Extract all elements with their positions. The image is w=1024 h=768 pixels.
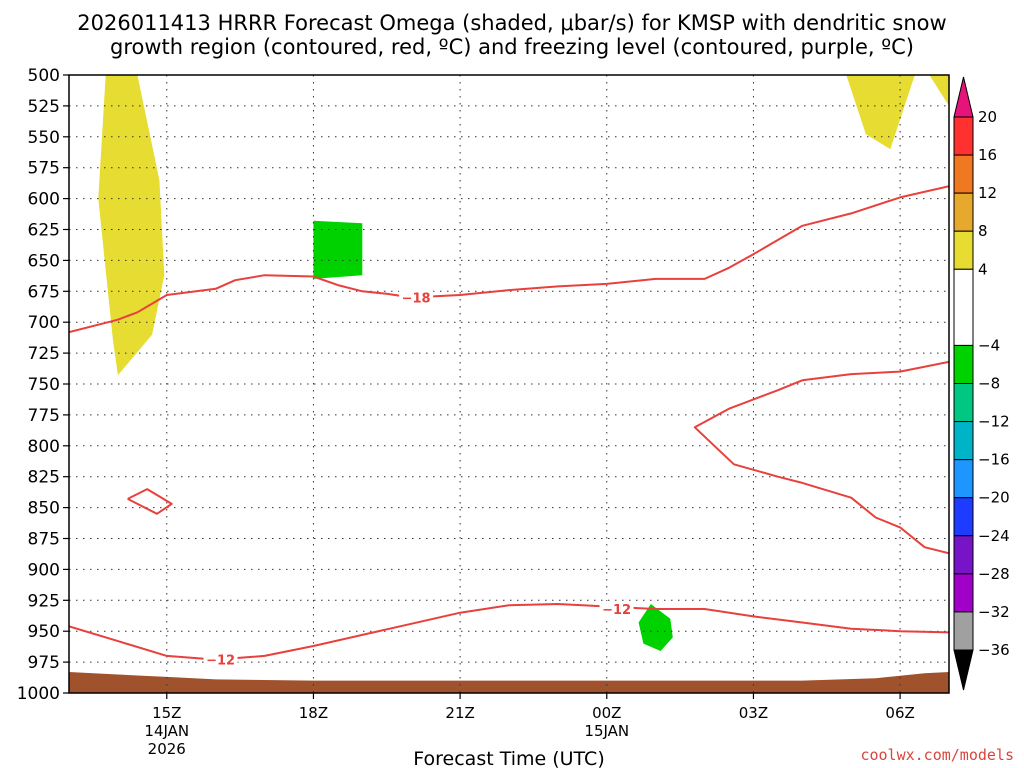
- colorbar-band-12: [953, 611, 974, 651]
- colorbar-bottom-arrow: [953, 649, 974, 691]
- omega-region-4: [638, 604, 673, 651]
- y-tick-label: 500: [28, 66, 60, 86]
- y-tick-label: 650: [28, 251, 60, 271]
- colorbar: 20 16 12 8 4 −4 −8 −12 −16 −20 −24 −28 −32 −36: [953, 76, 1010, 691]
- omega-region-1: [846, 75, 915, 150]
- x-tick-label: 00Z: [592, 704, 621, 722]
- y-tick-label: 925: [28, 591, 60, 611]
- contour-line-1: [693, 360, 949, 555]
- colorbar-band-5: [953, 344, 974, 384]
- colorbar-band-4: [953, 268, 974, 346]
- x-tick-year: 2026: [148, 740, 186, 758]
- x-tick-date: 15JAN: [584, 722, 629, 740]
- y-tick-label: 575: [28, 159, 60, 179]
- y-tick-label: 725: [28, 344, 60, 364]
- contour-label: −12: [602, 603, 631, 618]
- colorbar-band-2: [953, 192, 974, 232]
- y-tick-label: 800: [28, 437, 60, 457]
- contour-label: −12: [206, 654, 235, 669]
- colorbar-band-6: [953, 383, 974, 423]
- colorbar-band-1: [953, 154, 974, 194]
- terrain-fill: [69, 672, 949, 693]
- y-tick-label: 600: [28, 190, 60, 210]
- credit-text: coolwx.com/models: [860, 746, 1014, 764]
- colorbar-band-8: [953, 459, 974, 499]
- colorbar-tick-label: 12: [978, 184, 997, 202]
- colorbar-band-10: [953, 535, 974, 575]
- y-tick-label: 950: [28, 622, 60, 642]
- colorbar-tick-label: −24: [978, 527, 1010, 545]
- colorbar-tick-label: 20: [978, 108, 997, 126]
- colorbar-band-11: [953, 573, 974, 613]
- y-tick-label: 975: [28, 653, 60, 673]
- chart-title-line1: 2026011413 HRRR Forecast Omega (shaded, …: [77, 11, 946, 35]
- colorbar-tick-label: −20: [978, 489, 1010, 507]
- colorbar-tick-label: −36: [978, 641, 1010, 659]
- contour-label: −18: [402, 291, 431, 306]
- omega-shaded-regions: [98, 75, 949, 651]
- colorbar-band-9: [953, 497, 974, 537]
- contour-labels: −18 −12 −12: [203, 289, 634, 669]
- contour-line-0: [69, 185, 949, 334]
- colorbar-tick-label: −8: [978, 375, 1000, 393]
- colorbar-tick-label: 16: [978, 146, 997, 164]
- y-tick-label: 550: [28, 128, 60, 148]
- y-tick-label: 750: [28, 375, 60, 395]
- contour-line-2: [127, 488, 173, 515]
- x-tick-date: 14JAN: [144, 722, 189, 740]
- contour-label-bg: [203, 651, 238, 668]
- contour-label-bg: [599, 600, 634, 617]
- x-tick-label: 06Z: [885, 704, 914, 722]
- colorbar-tick-label: −32: [978, 603, 1010, 621]
- x-tick-label: 18Z: [299, 704, 328, 722]
- omega-region-0: [98, 75, 165, 376]
- y-tick-label: 850: [28, 499, 60, 519]
- contour-label-bg: [399, 289, 434, 306]
- y-tick-label: 625: [28, 221, 60, 241]
- colorbar-band-3: [953, 230, 974, 270]
- colorbar-tick-label: 4: [978, 260, 988, 278]
- chart-title-line2: growth region (contoured, red, ºC) and f…: [110, 35, 914, 59]
- colorbar-tick-label: −16: [978, 451, 1010, 469]
- y-axis-ticks: 500 525 550 575 600 625 650 675 700 725 750 775 800 8…: [17, 66, 69, 704]
- colorbar-tick-label: 8: [978, 222, 988, 240]
- colorbar-band-0: [953, 116, 974, 156]
- colorbar-band-7: [953, 421, 974, 461]
- grid-lines: [69, 75, 949, 693]
- x-tick-label: 15Z: [152, 704, 181, 722]
- terrain-layer: [69, 672, 949, 693]
- colorbar-tick-label: −28: [978, 565, 1010, 583]
- y-tick-label: 775: [28, 406, 60, 426]
- x-tick-label: 03Z: [739, 704, 768, 722]
- x-axis-label: Forecast Time (UTC): [413, 748, 604, 768]
- colorbar-tick-label: −12: [978, 413, 1010, 431]
- y-tick-label: 700: [28, 313, 60, 333]
- y-tick-label: 900: [28, 560, 60, 580]
- y-tick-label: 875: [28, 530, 60, 550]
- omega-region-3: [313, 220, 363, 279]
- y-tick-label: 1000: [17, 684, 60, 704]
- y-tick-label: 675: [28, 282, 60, 302]
- colorbar-top-arrow: [953, 76, 974, 118]
- x-tick-label: 21Z: [445, 704, 474, 722]
- omega-region-2: [929, 75, 949, 106]
- colorbar-tick-label: −4: [978, 336, 1000, 354]
- y-tick-label: 525: [28, 97, 60, 117]
- y-tick-label: 825: [28, 468, 60, 488]
